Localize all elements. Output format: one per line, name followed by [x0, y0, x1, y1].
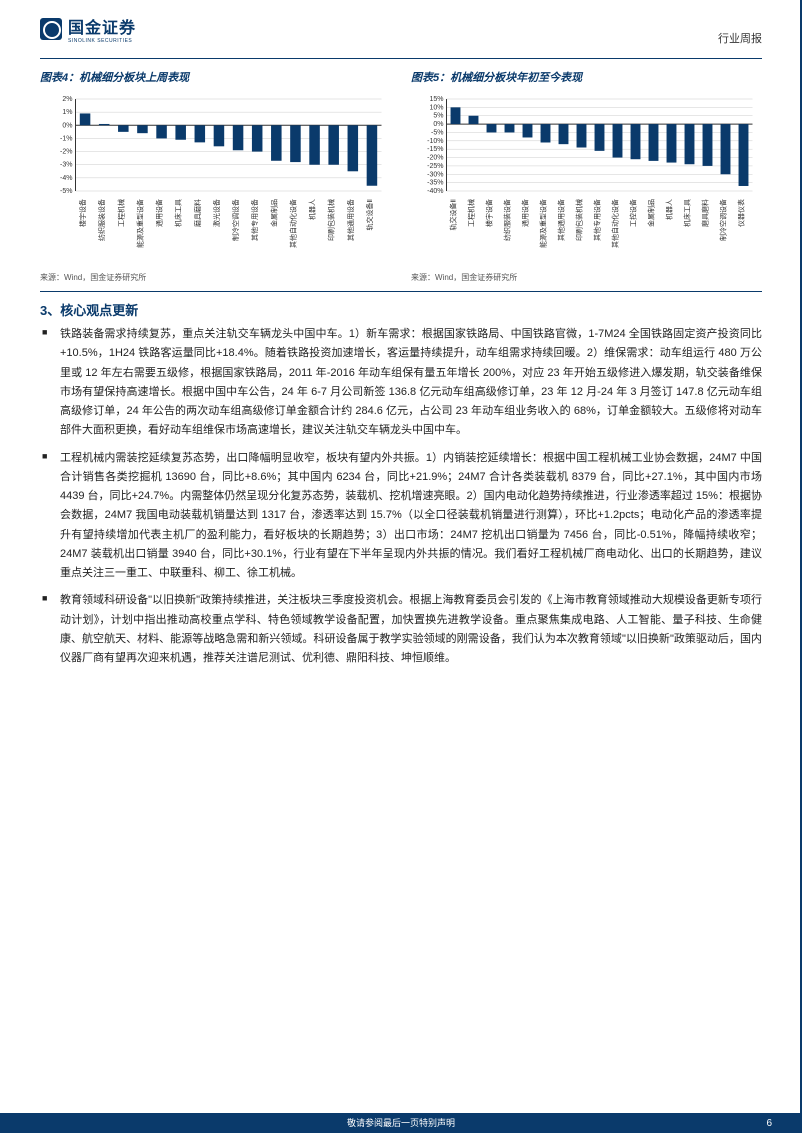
- svg-text:-5%: -5%: [60, 188, 72, 195]
- svg-text:其他专用设备: 其他专用设备: [250, 199, 259, 241]
- svg-text:0%: 0%: [433, 121, 443, 128]
- svg-text:机器人: 机器人: [308, 199, 317, 220]
- bullet-item: 教育领域科研设备"以旧换新"政策持续推进，关注板块三季度投资机会。根据上海教育委…: [60, 591, 762, 668]
- doc-type: 行业周报: [40, 30, 762, 46]
- chart4-title: 图表4：机械细分板块上周表现: [40, 69, 391, 85]
- svg-text:楼宇设备: 楼宇设备: [78, 199, 87, 227]
- svg-text:1%: 1%: [62, 109, 72, 116]
- header: 国金证券 SINOLINK SECURITIES 行业周报: [0, 0, 802, 52]
- svg-text:机床工具: 机床工具: [683, 199, 692, 227]
- svg-text:-20%: -20%: [427, 155, 443, 162]
- svg-text:金属制品: 金属制品: [269, 199, 278, 227]
- svg-text:-3%: -3%: [60, 162, 72, 169]
- svg-text:工程机械: 工程机械: [467, 199, 476, 227]
- chart5-svg: -40%-35% -30%-25%-20% -15%-10% -5%0%5% 10%15…: [411, 93, 762, 263]
- svg-text:其他专用设备: 其他专用设备: [593, 199, 602, 241]
- svg-text:能源及重型设备: 能源及重型设备: [135, 199, 144, 248]
- svg-text:磨具磨料: 磨具磨料: [701, 199, 710, 227]
- svg-text:0%: 0%: [62, 122, 72, 129]
- logo-icon: [40, 18, 62, 40]
- svg-text:轨交设备Ⅱ: 轨交设备Ⅱ: [449, 199, 458, 230]
- chart5-source: 来源：Wind，国金证券研究所: [411, 272, 762, 283]
- svg-text:制冷空调设备: 制冷空调设备: [231, 199, 240, 241]
- svg-text:工程机械: 工程机械: [116, 199, 125, 227]
- charts-row: 图表4：机械细分板块上周表现 -5% -4% -3% -2% -1% 0% 1% 2% 楼宇设备…: [0, 59, 802, 287]
- svg-text:-2%: -2%: [60, 149, 72, 156]
- svg-text:-40%: -40%: [427, 188, 443, 195]
- svg-text:纺织服装设备: 纺织服装设备: [97, 199, 106, 241]
- chart5: 图表5：机械细分板块年初至今表现 -40%-35% -30%-25%-20% -15…: [411, 69, 762, 283]
- bullet-item: 铁路装备需求持续复苏，重点关注轨交车辆龙头中国中车。1）新车需求：根据国家铁路局…: [60, 325, 762, 441]
- bullet-list: 铁路装备需求持续复苏，重点关注轨交车辆龙头中国中车。1）新车需求：根据国家铁路局…: [0, 325, 802, 668]
- svg-text:-35%: -35%: [427, 180, 443, 187]
- chart4-svg: -5% -4% -3% -2% -1% 0% 1% 2% 楼宇设备 纺织服装设备 工程机械 能源及重型…: [40, 93, 391, 263]
- svg-text:其他通用设备: 其他通用设备: [346, 199, 355, 241]
- chart5-title: 图表5：机械细分板块年初至今表现: [411, 69, 762, 85]
- page-number: 6: [766, 1118, 772, 1129]
- svg-text:5%: 5%: [433, 113, 443, 120]
- svg-text:其他自动化设备: 其他自动化设备: [288, 199, 297, 248]
- svg-text:通用设备: 通用设备: [155, 199, 164, 227]
- svg-text:-1%: -1%: [60, 135, 72, 142]
- svg-text:机器人: 机器人: [665, 199, 674, 220]
- svg-text:能源及重型设备: 能源及重型设备: [539, 199, 548, 248]
- svg-text:通用设备: 通用设备: [521, 199, 530, 227]
- svg-text:激光设备: 激光设备: [212, 199, 221, 227]
- svg-text:其他自动化设备: 其他自动化设备: [611, 199, 620, 248]
- svg-text:15%: 15%: [429, 96, 443, 103]
- svg-text:楼宇设备: 楼宇设备: [485, 199, 494, 227]
- svg-text:轨交设备Ⅱ: 轨交设备Ⅱ: [365, 199, 374, 230]
- svg-text:-4%: -4%: [60, 175, 72, 182]
- svg-text:纺织服装设备: 纺织服装设备: [503, 199, 512, 241]
- svg-text:10%: 10%: [429, 104, 443, 111]
- chart4: 图表4：机械细分板块上周表现 -5% -4% -3% -2% -1% 0% 1% 2% 楼宇设备…: [40, 69, 391, 283]
- svg-text:-25%: -25%: [427, 163, 443, 170]
- bullet-item: 工程机械内需装挖延续复苏态势，出口降幅明显收窄，板块有望内外共振。1）内销装挖延…: [60, 449, 762, 584]
- svg-text:-30%: -30%: [427, 171, 443, 178]
- svg-text:工控设备: 工控设备: [629, 199, 638, 227]
- page: 国金证券 SINOLINK SECURITIES 行业周报 图表4：机械细分板块…: [0, 0, 802, 1133]
- svg-text:2%: 2%: [62, 96, 72, 103]
- svg-text:-10%: -10%: [427, 138, 443, 145]
- svg-text:仪器仪表: 仪器仪表: [737, 199, 746, 227]
- svg-text:机床工具: 机床工具: [174, 199, 183, 227]
- svg-text:-5%: -5%: [431, 129, 443, 136]
- footer-bar: 敬请参阅最后一页特别声明: [0, 1113, 802, 1133]
- svg-text:-15%: -15%: [427, 146, 443, 153]
- svg-text:磨具磨料: 磨具磨料: [193, 199, 202, 227]
- svg-text:金属制品: 金属制品: [647, 199, 656, 227]
- svg-text:其他通用设备: 其他通用设备: [557, 199, 566, 241]
- chart4-source: 来源：Wind，国金证券研究所: [40, 272, 391, 283]
- svg-text:制冷空调设备: 制冷空调设备: [719, 199, 728, 241]
- logo-subtitle: SINOLINK SECURITIES: [68, 38, 136, 44]
- logo-name: 国金证券: [68, 14, 136, 38]
- svg-text:印刷包装机械: 印刷包装机械: [327, 199, 336, 241]
- svg-text:印刷包装机械: 印刷包装机械: [575, 199, 584, 241]
- section-title: 3、核心观点更新: [0, 292, 802, 325]
